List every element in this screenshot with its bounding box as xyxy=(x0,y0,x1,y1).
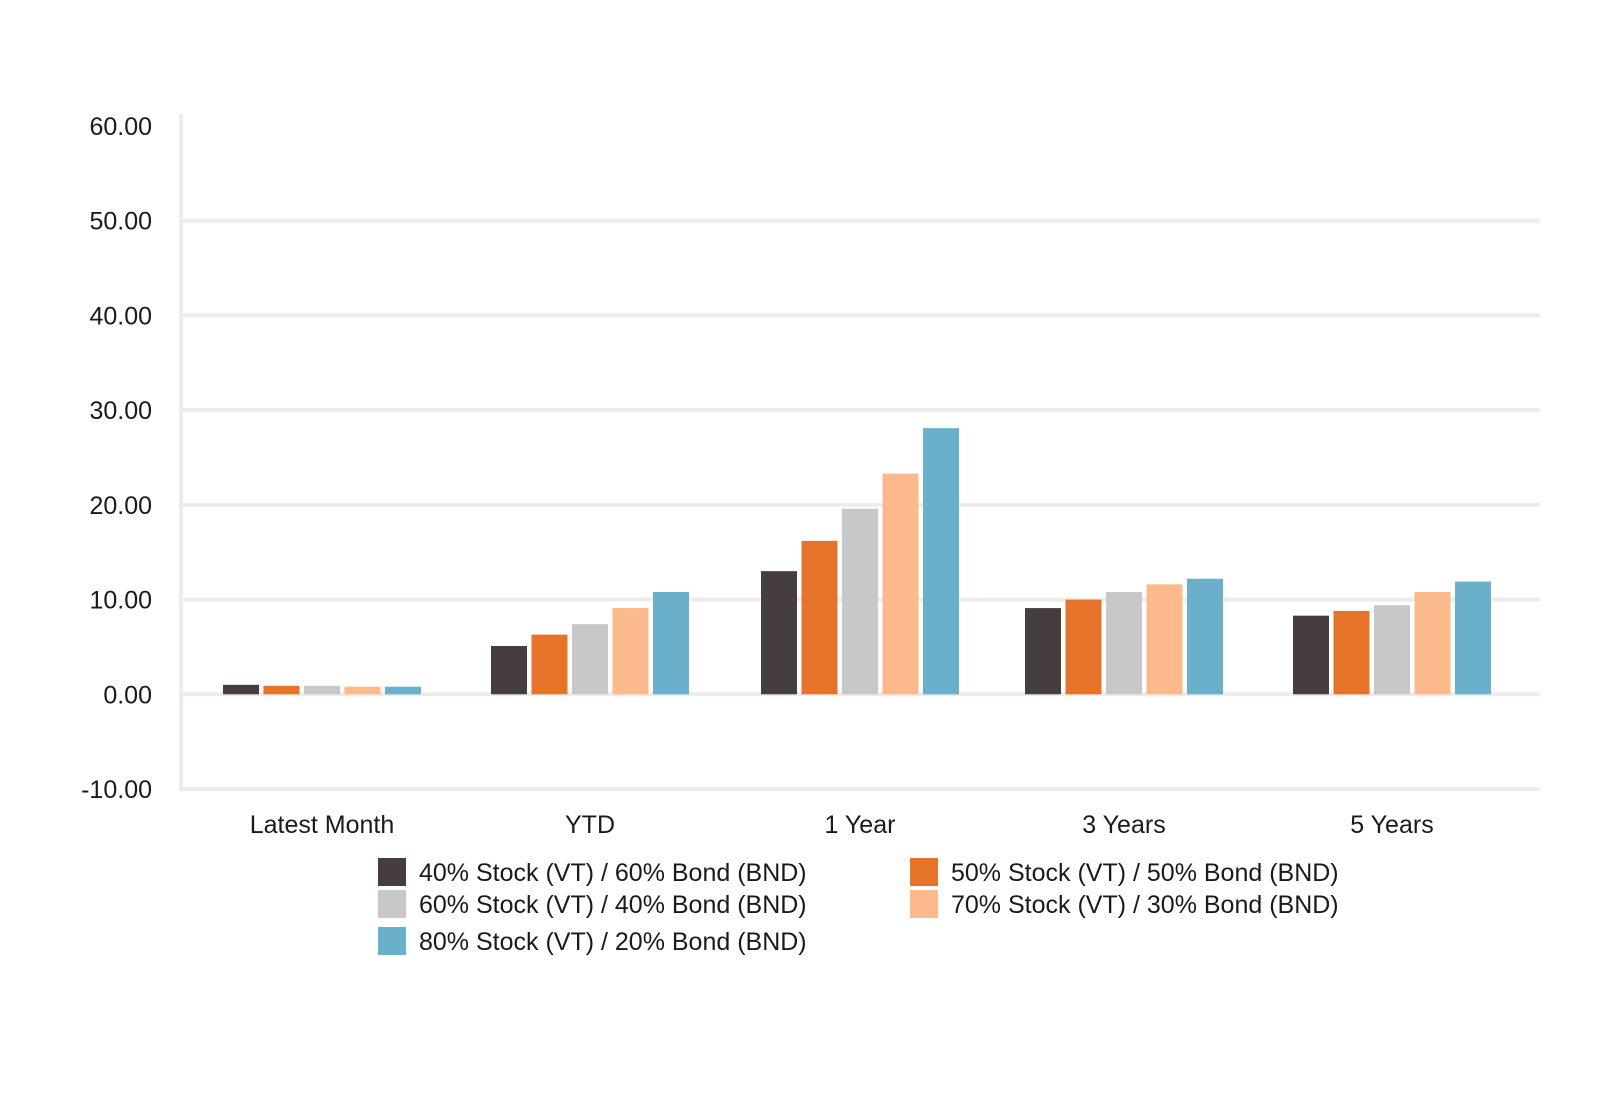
x-tick-labels: Latest Month YTD 1 Year 3 Years 5 Years xyxy=(250,811,1434,839)
legend-swatch-4 xyxy=(910,890,938,918)
bar-2-3 xyxy=(801,540,838,695)
legend-label-3: 60% Stock (VT) / 40% Bond (BND) xyxy=(419,891,807,919)
legend-label-5: 80% Stock (VT) / 20% Bond (BND) xyxy=(419,928,807,956)
bar-1-3 xyxy=(761,571,797,695)
legend-label-1: 40% Stock (VT) / 60% Bond (BND) xyxy=(419,859,807,887)
bar-2-2 xyxy=(531,634,568,695)
bar-1-5 xyxy=(1293,615,1329,695)
y-tick-label: -10.00 xyxy=(81,776,152,804)
y-tick-labels: -10.00 0.00 10.00 20.00 30.00 40.00 50.00 60.00 xyxy=(81,113,152,804)
y-tick-label: 0.00 xyxy=(103,681,152,709)
legend-label-4: 70% Stock (VT) / 30% Bond (BND) xyxy=(951,891,1339,919)
y-tick-label: 10.00 xyxy=(89,587,152,615)
bar-4-2 xyxy=(612,608,649,695)
y-tick-label: 20.00 xyxy=(89,492,152,520)
bar-5-3 xyxy=(923,428,959,695)
x-tick-label: Latest Month xyxy=(250,811,395,839)
bar-3-3 xyxy=(842,508,878,695)
bar-1-4 xyxy=(1025,608,1061,695)
bar-1-2 xyxy=(491,645,527,695)
axes xyxy=(179,114,1540,791)
bar-2-1 xyxy=(263,685,300,695)
bar-4-3 xyxy=(882,473,919,695)
y-tick-label: 60.00 xyxy=(89,113,152,141)
bar-1-1 xyxy=(223,684,259,695)
bar-2-5 xyxy=(1333,610,1370,695)
legend-swatch-3 xyxy=(378,890,406,918)
legend-swatch-1 xyxy=(378,858,406,886)
bar-3-5 xyxy=(1374,605,1410,695)
y-tick-label: 30.00 xyxy=(89,397,152,425)
y-tick-label: 50.00 xyxy=(89,208,152,236)
x-tick-label: YTD xyxy=(565,811,615,839)
y-tick-label: 40.00 xyxy=(89,302,152,330)
bar-3-1 xyxy=(304,685,340,695)
legend-swatch-5 xyxy=(378,927,406,955)
bar-4-1 xyxy=(344,686,381,695)
bar-4-5 xyxy=(1414,591,1451,695)
bar-5-5 xyxy=(1455,581,1491,695)
bar-5-1 xyxy=(385,686,421,695)
bar-5-2 xyxy=(653,591,689,695)
bar-2-4 xyxy=(1065,599,1102,695)
x-tick-label: 1 Year xyxy=(825,811,896,839)
x-tick-label: 3 Years xyxy=(1082,811,1165,839)
x-tick-label: 5 Years xyxy=(1350,811,1433,839)
bar-5-4 xyxy=(1187,578,1223,695)
bar-3-2 xyxy=(572,624,608,695)
bar-3-4 xyxy=(1106,591,1142,695)
bars xyxy=(223,428,1491,695)
legend-label-2: 50% Stock (VT) / 50% Bond (BND) xyxy=(951,859,1339,887)
legend-swatch-2 xyxy=(910,858,938,886)
legend: 40% Stock (VT) / 60% Bond (BND) 50% Stock… xyxy=(378,858,1339,956)
bar-4-4 xyxy=(1146,584,1183,695)
